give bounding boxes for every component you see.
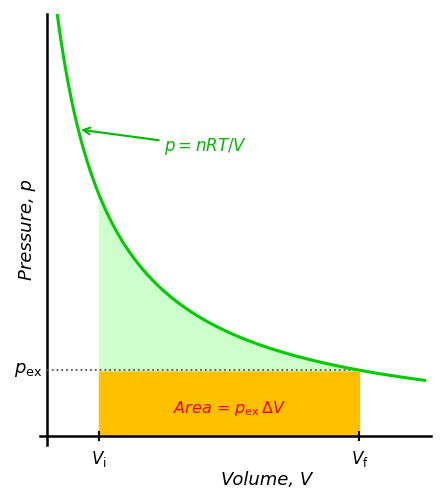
Text: $V_\mathrm{f}$: $V_\mathrm{f}$ — [351, 449, 368, 469]
Text: Area = $p_\mathrm{ex}\,\Delta V$: Area = $p_\mathrm{ex}\,\Delta V$ — [173, 399, 286, 418]
Text: $p = nRT/V$: $p = nRT/V$ — [83, 128, 247, 157]
X-axis label: Volume, V: Volume, V — [222, 471, 313, 489]
Text: $V_\mathrm{i}$: $V_\mathrm{i}$ — [91, 449, 107, 469]
Text: $p_\mathrm{ex}$: $p_\mathrm{ex}$ — [14, 361, 42, 379]
Y-axis label: Pressure, p: Pressure, p — [18, 179, 36, 280]
